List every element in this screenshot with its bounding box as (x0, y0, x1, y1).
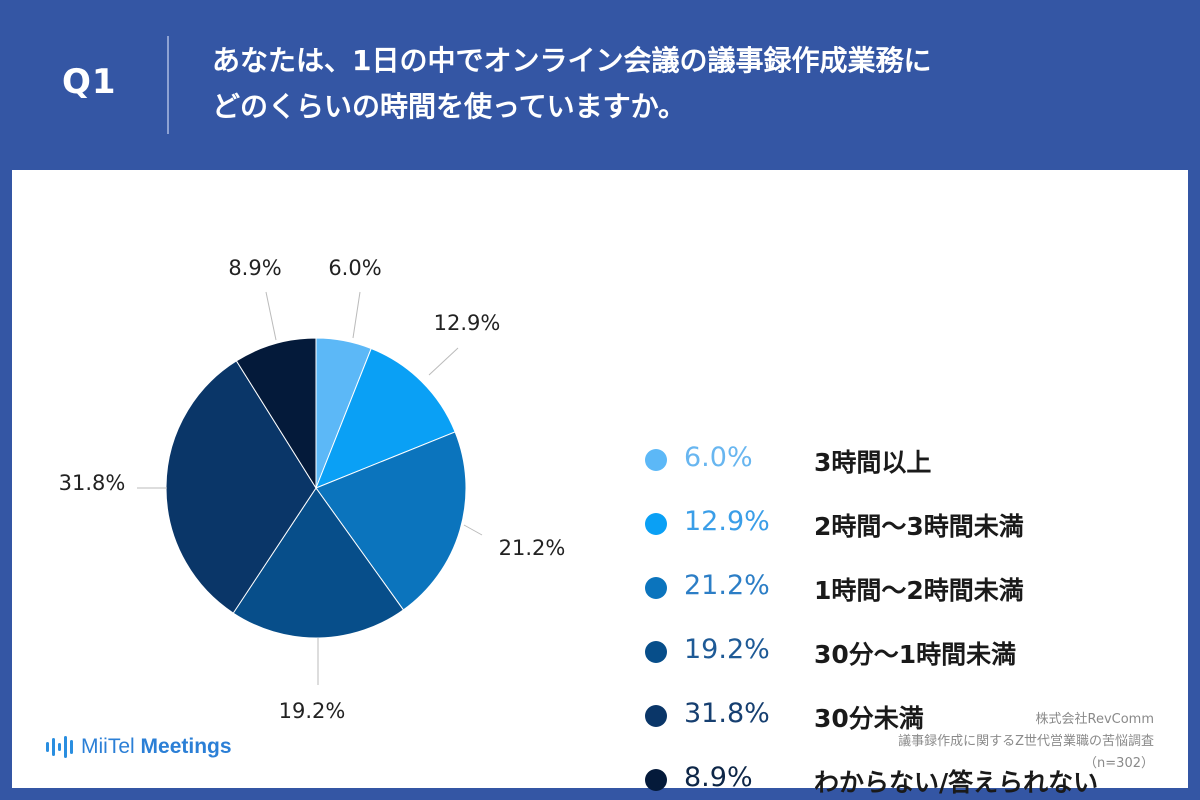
leader-line (428, 347, 459, 376)
header-divider (167, 36, 169, 134)
credit-company: 株式会社RevComm (1035, 712, 1155, 727)
slice-data-label: 19.2% (279, 699, 346, 723)
pie-slice (315, 347, 456, 489)
question-header: Q1 あなたは、1日の中でオンライン会議の議事録作成業務に どのくらいの時間を使… (0, 0, 1200, 170)
pie-slice (232, 487, 405, 639)
pie-chart: 6.0% 12.9% 21.2% 19.2% 31.8% 8.9% (59, 256, 566, 723)
legend-percent: 19.2% (684, 634, 770, 665)
credit-survey-title: 議事録作成に関するZ世代営業職の苦悩調査 (898, 734, 1154, 749)
slice-data-label: 12.9% (434, 311, 501, 335)
legend-percent: 12.9% (684, 506, 770, 537)
pie-slice (315, 431, 467, 611)
legend-label: 2時間〜3時間未満 (814, 512, 1024, 541)
leader-line (463, 524, 483, 536)
legend-item: 8.9% わからない/答えられない (642, 760, 1098, 800)
legend-item: 6.0% 3時間以上 (642, 440, 931, 480)
question-number: Q1 (62, 62, 117, 102)
legend-percent: 21.2% (684, 570, 770, 601)
legend-percent: 31.8% (684, 698, 770, 729)
legend-swatch-icon (645, 641, 667, 663)
logo-text: MiiTel Meetings (81, 735, 232, 759)
legend-swatch-icon (645, 769, 667, 791)
legend-swatch-icon (645, 577, 667, 599)
miitel-meetings-logo: MiiTel Meetings (46, 735, 232, 759)
legend-label: 30分未満 (814, 704, 924, 733)
legend-swatch-icon (645, 705, 667, 727)
slice-data-label: 21.2% (499, 536, 566, 560)
legend-label: 30分〜1時間未満 (814, 640, 1017, 669)
chart-card: 6.0% 12.9% 21.2% 19.2% 31.8% 8.9% 6.0% 3時間以上 12… (12, 170, 1188, 797)
logo-text-bold: Meetings (140, 735, 232, 758)
question-line-1: あなたは、1日の中でオンライン会議の議事録作成業務に (212, 44, 932, 77)
logo-waveform-icon (46, 736, 73, 758)
legend-percent: 6.0% (684, 442, 753, 473)
legend-percent: 8.9% (684, 762, 753, 793)
question-line-2: どのくらいの時間を使っていますか。 (212, 90, 687, 123)
pie-slice (235, 337, 317, 490)
leader-line (352, 291, 361, 339)
legend-label: わからない/答えられない (814, 768, 1099, 797)
legend-swatch-icon (645, 513, 667, 535)
credit-sample-size: （n=302） (1084, 756, 1154, 771)
legend-label: 1時間〜2時間未満 (814, 576, 1024, 605)
legend-item: 19.2% 30分〜1時間未満 (642, 632, 1016, 672)
legend-item: 12.9% 2時間〜3時間未満 (642, 504, 1024, 544)
logo-text-light: MiiTel (81, 735, 135, 758)
legend-swatch-icon (645, 449, 667, 471)
legend-item: 31.8% 30分未満 (642, 696, 924, 736)
legend-label: 3時間以上 (814, 448, 932, 477)
leader-line (265, 291, 277, 341)
slice-data-label: 31.8% (59, 471, 126, 495)
pie-slice (165, 360, 317, 614)
legend-item: 21.2% 1時間〜2時間未満 (642, 568, 1024, 608)
source-credit: 株式会社RevComm 議事録作成に関するZ世代営業職の苦悩調査 （n=302） (898, 709, 1154, 775)
slice-data-label: 8.9% (228, 256, 281, 280)
slice-data-label: 6.0% (328, 256, 381, 280)
question-text: あなたは、1日の中でオンライン会議の議事録作成業務に どのくらいの時間を使ってい… (212, 38, 1172, 130)
